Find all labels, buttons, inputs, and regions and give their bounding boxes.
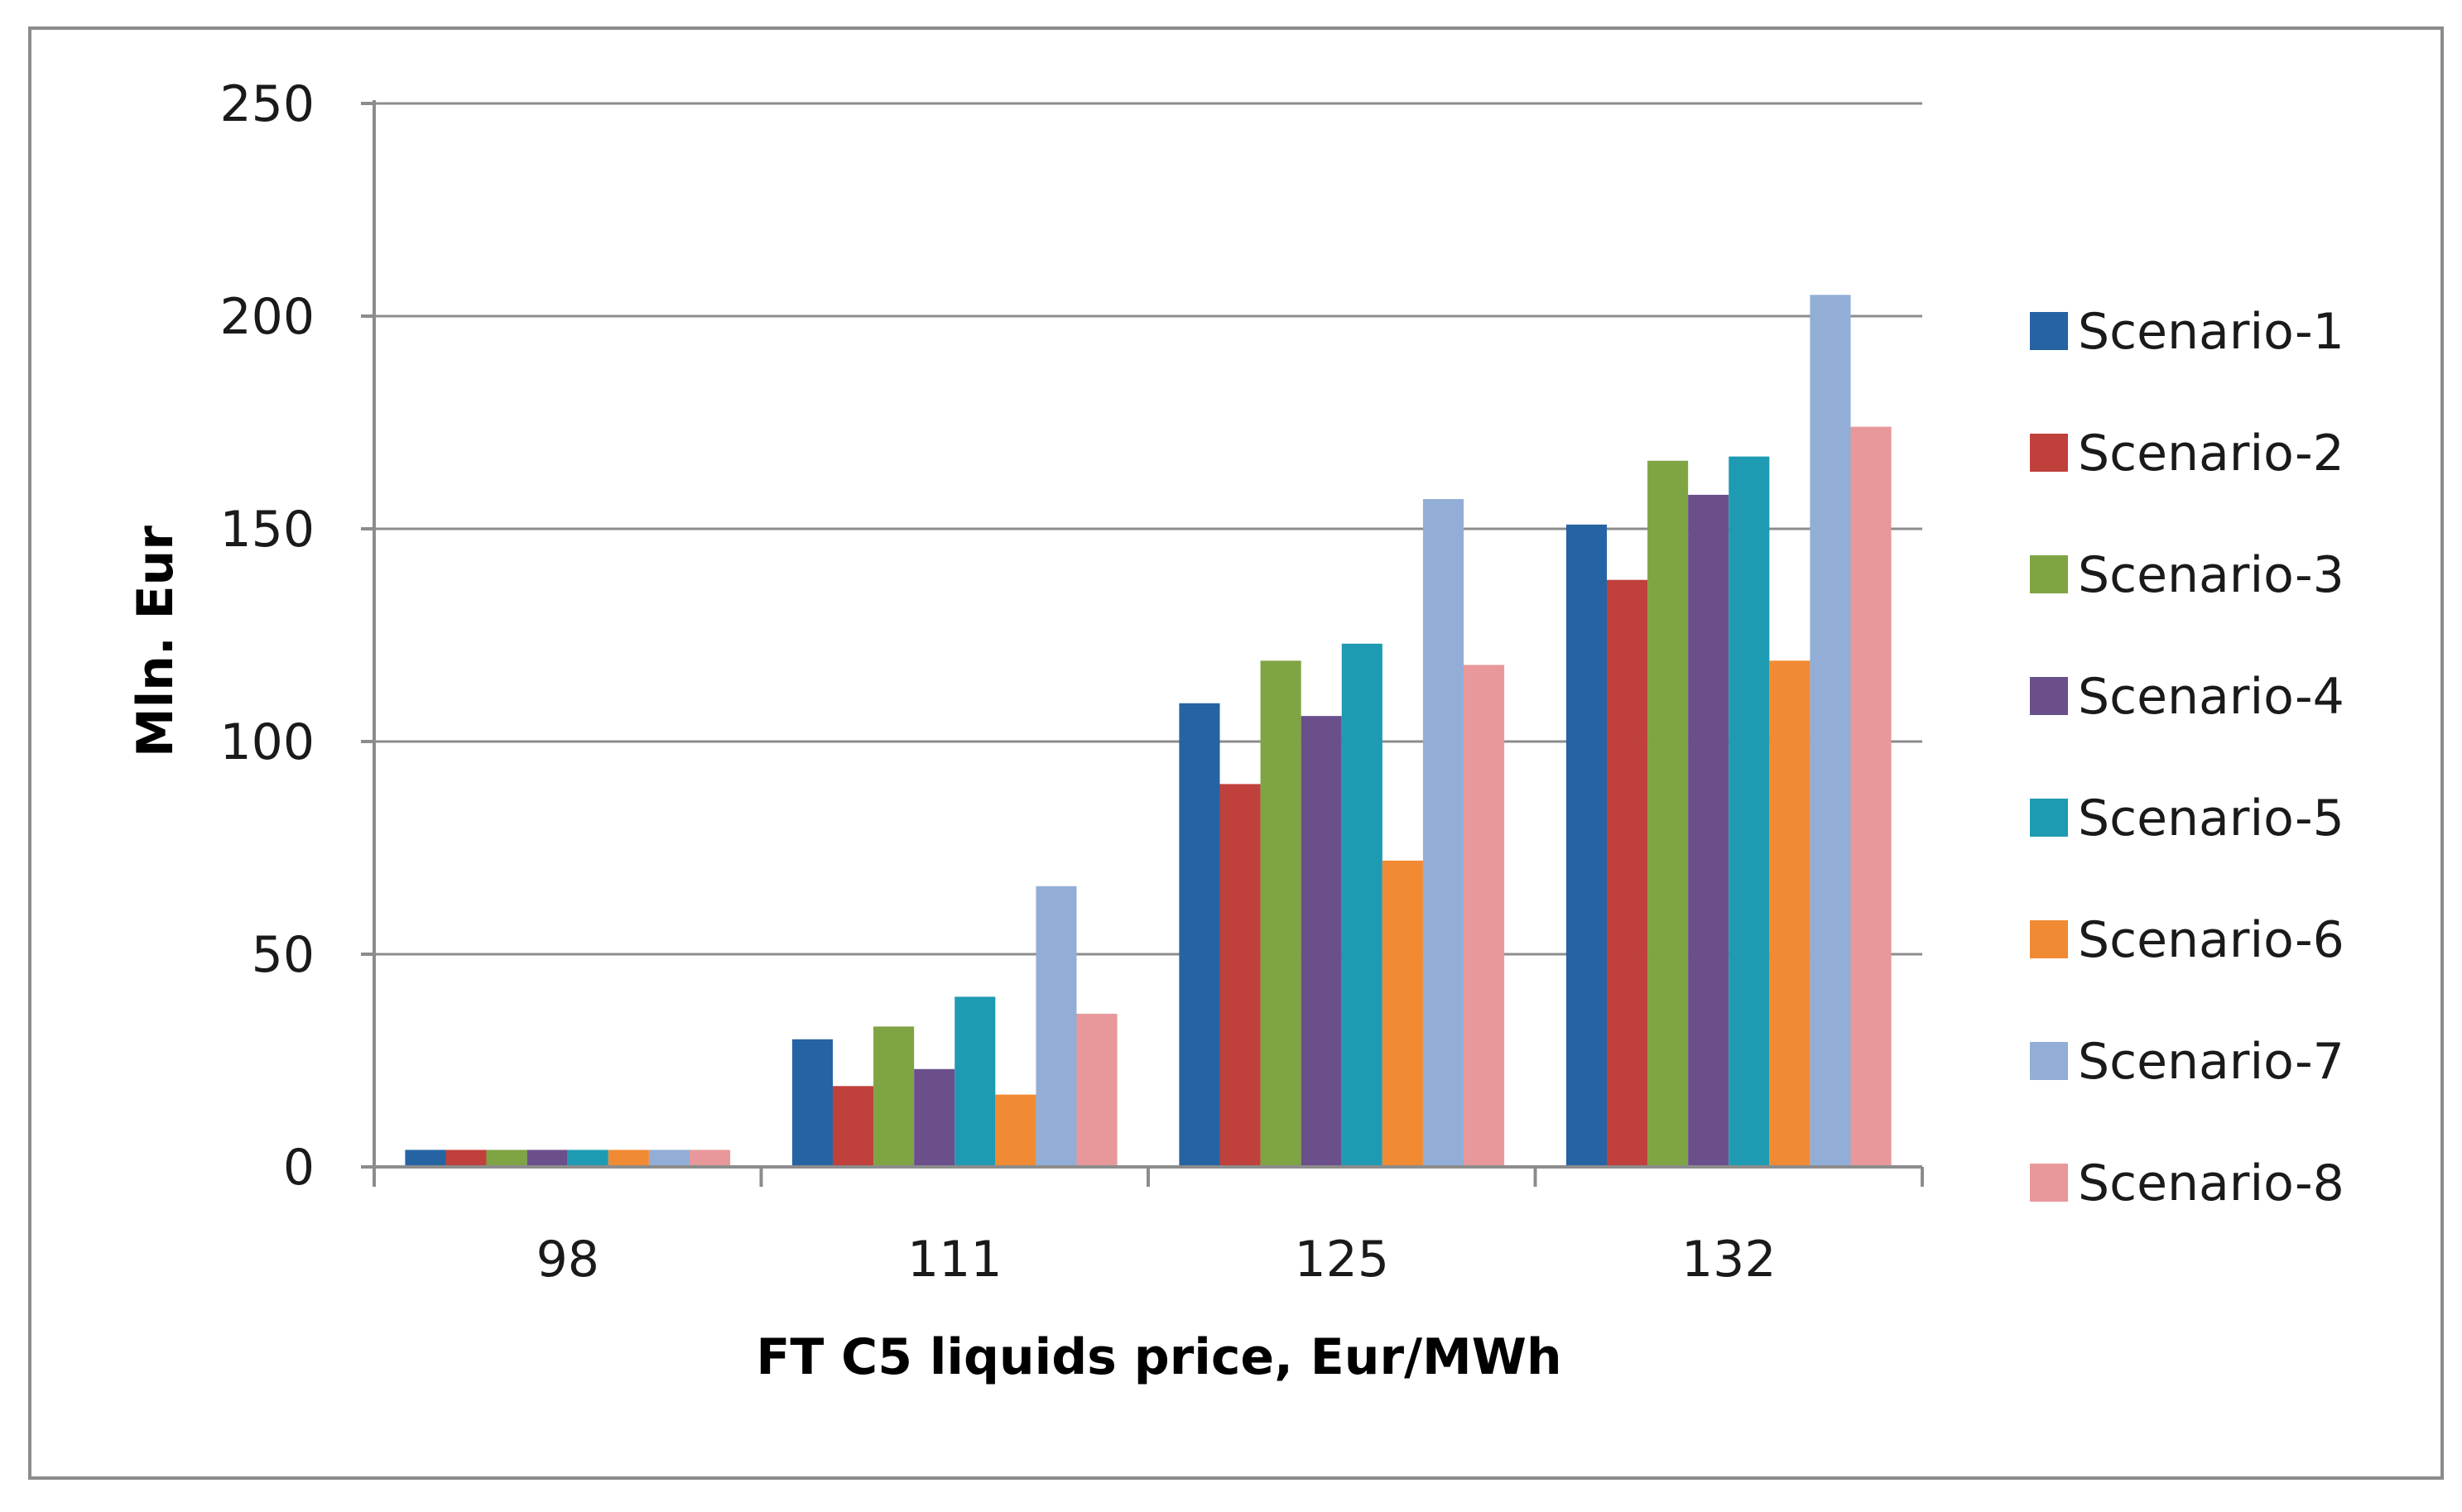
- bar-scenario-6-125: [1382, 860, 1423, 1167]
- bar-scenario-6-132: [1769, 660, 1810, 1167]
- bar-scenario-5-98: [567, 1150, 608, 1167]
- x-tick-label: 132: [1681, 1231, 1777, 1289]
- bar-scenario-7-132: [1810, 295, 1851, 1167]
- y-tick-label: 150: [219, 501, 315, 559]
- x-tick-labels: 98 111 125 132: [536, 1231, 1777, 1289]
- bar-scenario-6-111: [995, 1094, 1036, 1167]
- bar-scenario-1-132: [1565, 524, 1607, 1167]
- y-tick-label: 200: [219, 288, 315, 346]
- axes: [361, 100, 1924, 1187]
- legend-label-scenario-2: Scenario-2: [2078, 425, 2344, 482]
- x-tick-label: 125: [1294, 1231, 1389, 1289]
- bar-scenario-8-111: [1076, 1013, 1118, 1167]
- legend-label-scenario-5: Scenario-5: [2078, 790, 2344, 847]
- legend-swatch-scenario-7: [2030, 1042, 2068, 1080]
- x-tick-label: 98: [536, 1231, 599, 1289]
- legend-swatch-scenario-5: [2030, 799, 2068, 837]
- y-tick-label: 0: [283, 1139, 315, 1197]
- bar-scenario-8-132: [1850, 426, 1892, 1167]
- bar-scenario-5-125: [1341, 643, 1382, 1167]
- bar-scenario-8-98: [690, 1150, 731, 1167]
- bar-scenario-1-98: [405, 1150, 446, 1167]
- bar-scenario-4-125: [1301, 716, 1342, 1167]
- bar-scenario-2-111: [832, 1086, 874, 1167]
- bar-scenario-7-111: [1036, 886, 1077, 1167]
- legend-swatch-scenario-3: [2030, 555, 2068, 593]
- legend-label-scenario-1: Scenario-1: [2078, 303, 2344, 361]
- legend-swatch-scenario-4: [2030, 677, 2068, 715]
- bars: [405, 295, 1892, 1167]
- bar-scenario-2-132: [1606, 579, 1648, 1167]
- legend-label-scenario-3: Scenario-3: [2078, 546, 2344, 604]
- bar-scenario-7-98: [648, 1150, 690, 1167]
- legend-swatch-scenario-1: [2030, 312, 2068, 350]
- bar-scenario-6-98: [608, 1150, 649, 1167]
- bar-scenario-5-111: [955, 996, 996, 1167]
- x-tick-label: 111: [907, 1231, 1003, 1289]
- legend-label-scenario-6: Scenario-6: [2078, 911, 2344, 969]
- bar-scenario-4-111: [914, 1068, 955, 1167]
- legend-label-scenario-8: Scenario-8: [2078, 1154, 2344, 1212]
- y-tick-label: 100: [219, 713, 315, 771]
- x-axis-title: FT C5 liquids price, Eur/MWh: [756, 1328, 1561, 1386]
- y-tick-label: 50: [252, 926, 315, 984]
- bar-scenario-3-132: [1647, 460, 1689, 1167]
- bar-scenario-4-98: [527, 1150, 568, 1167]
- bar-scenario-2-125: [1219, 784, 1261, 1167]
- bar-scenario-7-125: [1422, 499, 1464, 1167]
- bar-scenario-3-98: [486, 1150, 527, 1167]
- bar-scenario-3-125: [1260, 660, 1301, 1167]
- y-axis-title: Mln. Eur: [127, 526, 185, 757]
- bar-scenario-3-111: [873, 1026, 915, 1167]
- bar-scenario-8-125: [1464, 665, 1505, 1167]
- legend-label-scenario-7: Scenario-7: [2078, 1033, 2344, 1091]
- chart-frame: [28, 26, 2444, 1480]
- bar-scenario-5-132: [1729, 456, 1770, 1167]
- y-tick-label: 250: [219, 75, 315, 133]
- legend-swatch-scenario-6: [2030, 920, 2068, 958]
- legend-swatch-scenario-8: [2030, 1164, 2068, 1202]
- bar-scenario-4-132: [1688, 494, 1729, 1167]
- legend-swatch-scenario-2: [2030, 434, 2068, 472]
- legend-label-scenario-4: Scenario-4: [2078, 668, 2344, 726]
- legend: Scenario-1 Scenario-2 Scenario-3 Scenario-4…: [2030, 303, 2344, 1212]
- bar-scenario-1-125: [1179, 703, 1220, 1167]
- y-tick-labels: 0 50 100 150 200 250: [219, 75, 315, 1197]
- bar-scenario-2-98: [445, 1150, 487, 1167]
- bar-scenario-1-111: [791, 1039, 833, 1167]
